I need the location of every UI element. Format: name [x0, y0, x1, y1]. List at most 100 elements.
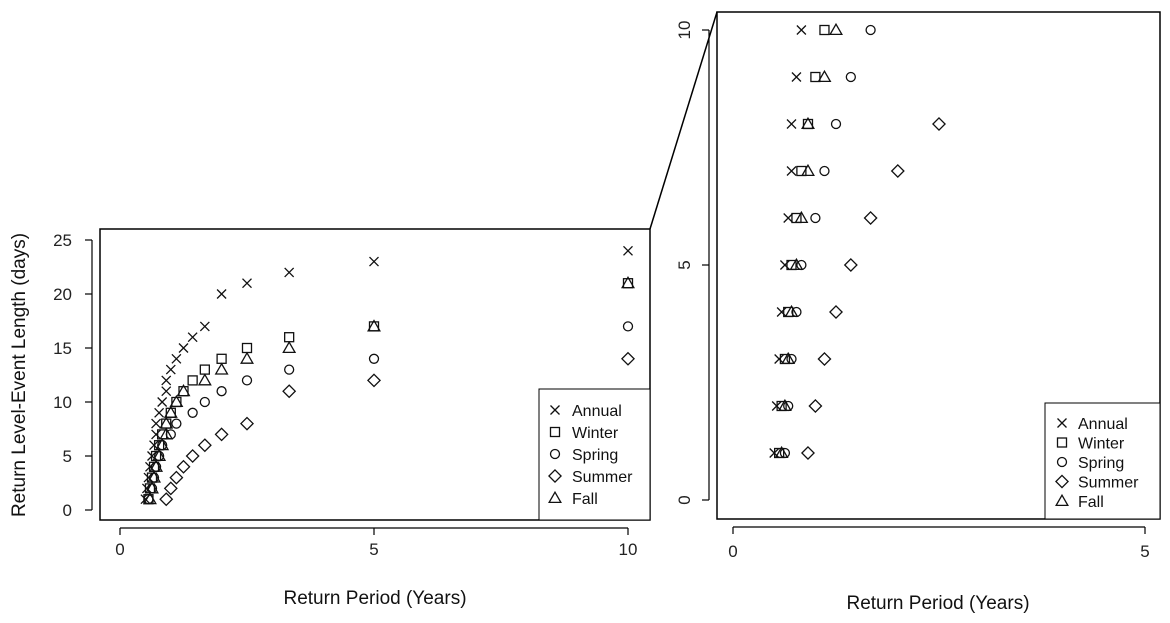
- left-point-annual: [154, 407, 165, 418]
- right-point-annual: [796, 25, 807, 35]
- left-point-fall: [149, 459, 164, 472]
- left-y-tick-label: 25: [53, 231, 72, 250]
- left-point-summer: [159, 492, 174, 507]
- left-point-spring: [622, 321, 634, 332]
- left-point-annual: [161, 375, 172, 386]
- left-legend-symbol-spring: [549, 448, 561, 460]
- right-legend: Annual Winter Spring Summer Fall: [1044, 402, 1161, 520]
- left-axes: 0 5 10 0 5 10 15 20 25: [53, 231, 637, 559]
- left-point-annual: [623, 245, 633, 256]
- left-point-fall: [282, 340, 297, 354]
- left-point-spring: [187, 407, 198, 418]
- left-point-summer: [185, 449, 200, 463]
- right-point-spring: [810, 212, 821, 224]
- right-point-annual: [786, 119, 797, 129]
- left-point-annual: [165, 364, 176, 375]
- left-point-spring: [284, 364, 295, 375]
- right-point-summer: [863, 211, 878, 225]
- left-point-annual: [242, 278, 252, 289]
- right-point-fall: [784, 304, 799, 318]
- left-point-annual: [157, 397, 168, 407]
- right-panel: 0 5 0 5 10 Return Period (Years) Annual Winte…: [675, 11, 1161, 614]
- left-point-fall: [169, 394, 184, 408]
- right-point-summer: [829, 305, 843, 319]
- right-point-summer: [808, 399, 823, 413]
- left-panel: 0 5 10 0 5 10 15 20 25 Return Period (Years) Ret…: [9, 228, 651, 609]
- right-point-annual: [779, 260, 790, 270]
- right-point-spring: [865, 24, 876, 36]
- right-y-tick-label: 0: [675, 495, 694, 504]
- left-point-spring: [199, 396, 210, 408]
- left-point-fall: [176, 384, 191, 397]
- left-point-summer: [282, 384, 297, 399]
- right-legend-label-fall: Fall: [1078, 494, 1104, 511]
- right-legend-symbol-summer: [1055, 474, 1069, 489]
- left-y-tick-label: 10: [53, 393, 72, 412]
- left-x-tick-label: 5: [369, 540, 378, 559]
- left-point-summer: [621, 351, 635, 366]
- right-point-winter: [810, 71, 821, 83]
- right-point-spring: [819, 165, 830, 177]
- right-legend-label-winter: Winter: [1078, 436, 1125, 453]
- left-legend-symbol-summer: [548, 469, 562, 483]
- left-y-tick-label: 20: [53, 285, 72, 304]
- right-legend-symbol-spring: [1056, 456, 1068, 468]
- right-point-annual: [791, 72, 802, 82]
- zoom-connector-line: [649, 11, 718, 230]
- right-legend-symbol-fall: [1055, 493, 1069, 507]
- right-point-annual: [776, 307, 787, 317]
- left-point-annual: [216, 289, 227, 299]
- left-point-spring: [216, 386, 227, 397]
- right-y-tick-label: 5: [675, 260, 694, 269]
- right-point-summer: [890, 164, 905, 178]
- right-point-summer: [800, 446, 815, 460]
- right-legend-symbol-winter: [1056, 437, 1068, 448]
- left-point-fall: [367, 319, 381, 332]
- left-y-tick-label: 0: [63, 501, 72, 520]
- left-x-axis-title: Return Period (Years): [283, 588, 466, 609]
- left-y-tick-label: 15: [53, 339, 72, 358]
- right-point-fall: [817, 69, 832, 83]
- left-y-tick-label: 5: [63, 447, 72, 466]
- right-point-annual: [774, 354, 785, 364]
- right-point-fall: [789, 257, 804, 271]
- left-point-fall: [159, 416, 174, 429]
- right-point-fall: [801, 163, 815, 177]
- left-point-fall: [214, 362, 229, 375]
- right-point-summer: [932, 117, 946, 131]
- left-point-annual: [187, 332, 198, 343]
- left-point-annual: [178, 343, 189, 353]
- right-point-fall: [829, 22, 843, 36]
- left-point-fall: [159, 427, 174, 440]
- left-point-annual: [199, 321, 210, 332]
- left-legend-label-fall: Fall: [572, 491, 598, 508]
- right-x-tick-label: 5: [1140, 542, 1149, 561]
- right-point-summer: [817, 352, 832, 366]
- left-point-summer: [163, 481, 178, 496]
- left-point-annual: [161, 386, 172, 397]
- right-legend-label-summer: Summer: [1078, 475, 1139, 492]
- left-point-fall: [147, 470, 162, 483]
- right-point-spring: [830, 118, 842, 130]
- left-point-summer: [240, 416, 254, 431]
- right-point-winter: [819, 24, 830, 36]
- left-x-tick-label: 10: [619, 540, 638, 559]
- left-point-annual: [151, 429, 162, 440]
- left-y-axis-title: Return Level-Event Length (days): [9, 233, 30, 517]
- left-x-tick-label: 0: [115, 540, 124, 559]
- right-x-tick-label: 0: [728, 542, 737, 561]
- left-legend-label-winter: Winter: [572, 425, 619, 442]
- left-point-annual: [369, 256, 379, 267]
- left-point-annual: [284, 267, 295, 278]
- left-point-fall: [152, 448, 167, 462]
- left-legend-symbol-winter: [549, 426, 561, 438]
- left-point-summer: [197, 438, 212, 453]
- left-point-spring: [368, 353, 380, 364]
- left-legend: Annual Winter Spring Summer Fall: [538, 388, 651, 521]
- right-legend-symbol-annual: [1057, 418, 1067, 428]
- right-point-fall: [781, 351, 796, 365]
- right-point-spring: [845, 71, 856, 83]
- left-point-fall: [197, 373, 212, 386]
- left-legend-symbol-fall: [548, 490, 562, 504]
